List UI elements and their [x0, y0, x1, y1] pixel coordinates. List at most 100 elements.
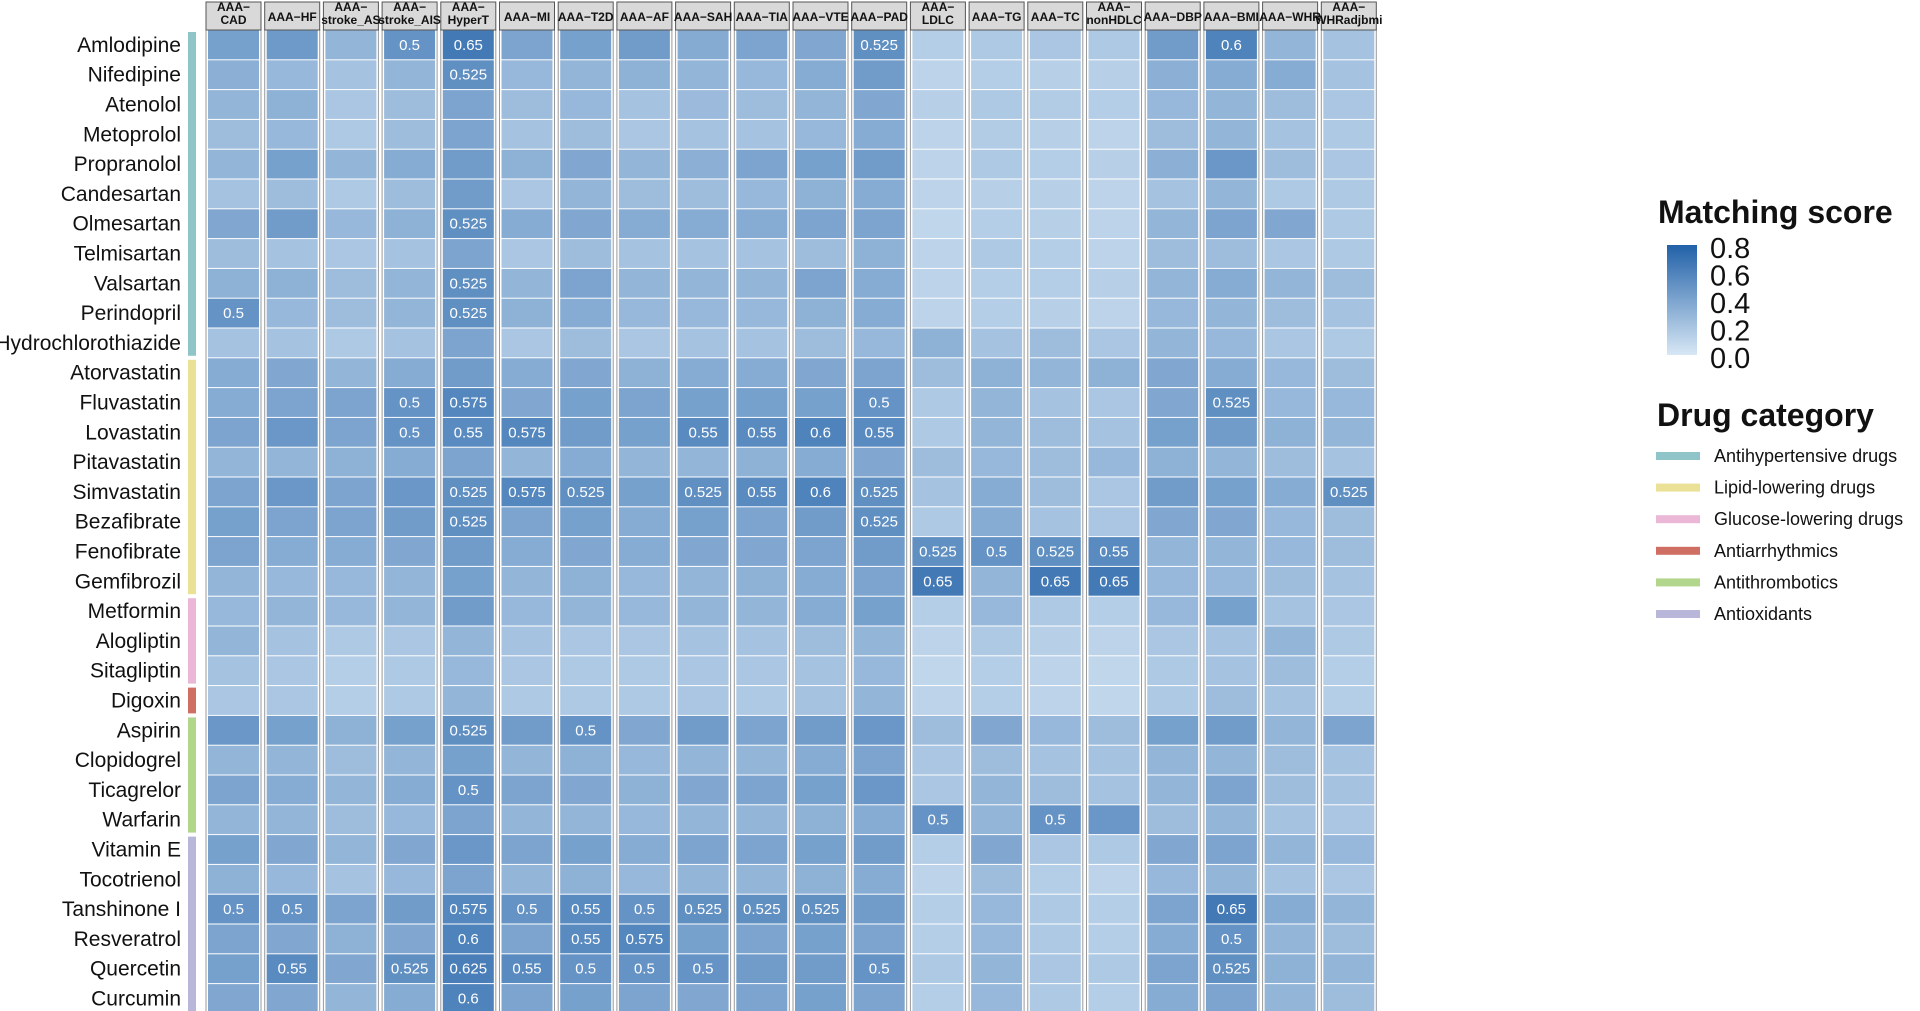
heatmap-cell [208, 447, 259, 477]
column-header-label: AAA−TIA [736, 10, 789, 24]
heatmap-cell [677, 954, 729, 984]
heatmap-cell [560, 119, 612, 149]
heatmap-cell [501, 179, 553, 209]
heatmap-cell [1264, 239, 1316, 268]
heatmap-cell [971, 268, 1023, 298]
heatmap-cell [266, 149, 318, 179]
heatmap-cell [1147, 805, 1199, 835]
heatmap-cell [1323, 417, 1375, 447]
heatmap-cell [1088, 60, 1140, 90]
heatmap-cell [442, 119, 494, 149]
heatmap-cell [384, 566, 436, 596]
column-header-box [1086, 1, 1142, 31]
heatmap-cell [677, 298, 729, 328]
column-header-box [557, 1, 614, 31]
cell-value-label: 0.55 [571, 901, 600, 918]
heatmap-cell [501, 417, 553, 447]
heatmap-cell [1029, 30, 1081, 60]
heatmap-cell [501, 924, 553, 954]
cell-value-label: 0.525 [450, 216, 488, 233]
heatmap-cell [677, 209, 729, 239]
heatmap-cell [1088, 954, 1140, 984]
heatmap-cell [325, 566, 377, 596]
heatmap-cell [618, 835, 670, 864]
heatmap-cell [1205, 417, 1257, 447]
heatmap-cell [912, 596, 964, 626]
column-header-box [909, 1, 966, 31]
heatmap-cell [208, 268, 259, 298]
heatmap-cell [1088, 537, 1140, 566]
heatmap-cell [677, 417, 729, 447]
heatmap-cell [795, 119, 846, 149]
cell-value-label: 0.5 [693, 961, 714, 978]
heatmap-cell [442, 209, 494, 239]
heatmap-cell [618, 656, 670, 686]
heatmap-cell [266, 745, 318, 775]
heatmap-cell [736, 775, 788, 805]
cell-value-label: 0.55 [1099, 544, 1128, 561]
heatmap-cell [442, 328, 494, 358]
cell-value-label: 0.55 [278, 961, 307, 978]
heatmap-cell [853, 60, 905, 90]
heatmap-cell [1088, 894, 1140, 924]
heatmap-cell [384, 656, 436, 686]
heatmap-cell [677, 388, 729, 417]
heatmap-cell [1147, 447, 1199, 477]
drug-label: Warfarin [102, 809, 181, 832]
heatmap-cell [795, 566, 846, 596]
heatmap-cell [501, 566, 553, 596]
heatmap-cell [1088, 417, 1140, 447]
heatmap-cell [795, 775, 846, 805]
heatmap-cell [560, 924, 612, 954]
heatmap-cell [1088, 209, 1140, 239]
heatmap-cell [442, 954, 494, 984]
heatmap-cell [560, 686, 612, 715]
heatmap-cell [971, 388, 1023, 417]
heatmap-cell [912, 626, 964, 656]
heatmap-cell [1088, 984, 1140, 1011]
heatmap-cell [1147, 566, 1199, 596]
heatmap-cell [971, 715, 1023, 745]
heatmap-cell [384, 328, 436, 358]
heatmap-cell [1088, 298, 1140, 328]
column-header-label: AAA−T2D [558, 10, 614, 24]
heatmap-cell [971, 686, 1023, 715]
heatmap-cell [795, 715, 846, 745]
heatmap-cell [266, 954, 318, 984]
heatmap-cell [1264, 298, 1316, 328]
heatmap-cell [208, 30, 259, 60]
heatmap-cell [795, 268, 846, 298]
cell-value-label: 0.575 [450, 395, 488, 412]
heatmap-cell [501, 90, 553, 119]
heatmap-cell [1029, 507, 1081, 537]
heatmap-cell [442, 805, 494, 835]
heatmap-cell [208, 805, 259, 835]
heatmap-cell [1088, 328, 1140, 358]
heatmap-cell [560, 417, 612, 447]
heatmap-cell [795, 507, 846, 537]
heatmap-cell [560, 30, 612, 60]
heatmap-cell [1264, 417, 1316, 447]
column-header-label: stroke_AS [321, 13, 380, 27]
heatmap-cell [795, 209, 846, 239]
cell-value-label: 0.6 [458, 931, 479, 948]
heatmap-cell [853, 358, 905, 388]
heatmap-cell [325, 268, 377, 298]
category-swatch [1656, 515, 1700, 524]
heatmap-cell [1088, 656, 1140, 686]
heatmap-cell [1264, 358, 1316, 388]
heatmap-cell [1264, 775, 1316, 805]
heatmap-cell [208, 119, 259, 149]
heatmap-cell [1147, 656, 1199, 686]
score-tick-label: 0.6 [1710, 261, 1750, 293]
drug-label: Vitamin E [92, 839, 182, 862]
heatmap-cell [1205, 119, 1257, 149]
heatmap-cell [208, 626, 259, 656]
heatmap-cell [1323, 596, 1375, 626]
drug-label: Fluvastatin [79, 392, 181, 415]
heatmap-cell [795, 388, 846, 417]
heatmap-cell [208, 179, 259, 209]
heatmap-cell [795, 924, 846, 954]
heatmap-cell [853, 388, 905, 417]
heatmap-cell [795, 30, 846, 60]
